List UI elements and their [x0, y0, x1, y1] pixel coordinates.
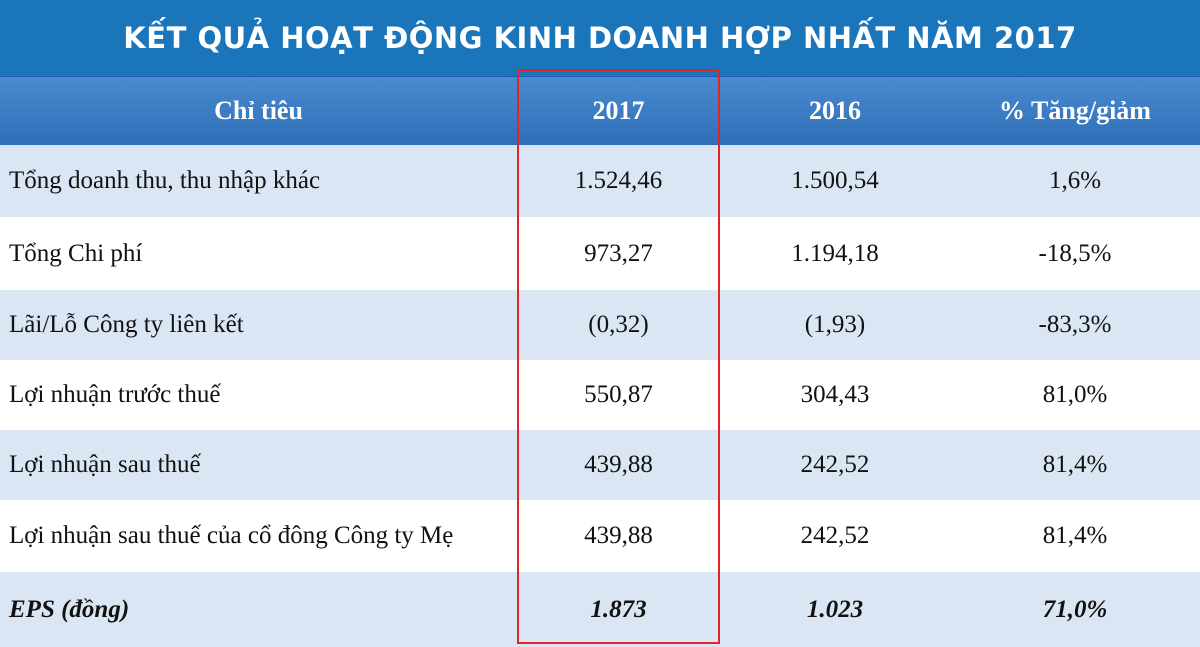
header-indicator: Chỉ tiêu	[214, 96, 303, 125]
table-row-eps: EPS (đồng) 1.873 1.023 71,0%	[0, 572, 1200, 647]
table-row: Lợi nhuận sau thuế 439,88 242,52 81,4%	[0, 430, 1200, 500]
value-2016: 242,52	[800, 451, 870, 478]
value-2016: (1,93)	[804, 311, 866, 338]
header-2016: 2016	[809, 96, 861, 125]
value-2017: (0,32)	[588, 311, 649, 338]
row-label: Tổng Chi phí	[9, 239, 143, 267]
value-change: -18,5%	[1038, 239, 1112, 267]
table-header-row: Chỉ tiêu 2017 2016 % Tăng/giảm	[0, 76, 1200, 145]
table-row: Tổng Chi phí 973,27 1.194,18 -18,5%	[0, 217, 1200, 290]
value-2016: 1.194,18	[791, 239, 879, 267]
table-title: KẾT QUẢ HOẠT ĐỘNG KINH DOANH HỢP NHẤT NĂ…	[123, 21, 1077, 55]
row-label: EPS (đồng)	[9, 595, 130, 623]
value-2017: 973,27	[584, 239, 653, 267]
row-label: Lãi/Lỗ Công ty liên kết	[9, 311, 244, 338]
table-row: Lợi nhuận trước thuế 550,87 304,43 81,0%	[0, 360, 1200, 430]
value-2017: 1.873	[590, 595, 647, 623]
value-2016: 242,52	[800, 522, 870, 549]
value-2017: 439,88	[584, 522, 653, 549]
value-2016: 1.500,54	[791, 167, 879, 194]
value-2017: 439,88	[584, 451, 653, 478]
value-change: 1,6%	[1048, 167, 1102, 194]
value-2016: 304,43	[800, 381, 870, 408]
table-row: Lợi nhuận sau thuế của cổ đông Công ty M…	[0, 500, 1200, 572]
header-2017: 2017	[592, 96, 645, 125]
row-label: Lợi nhuận trước thuế	[9, 381, 221, 408]
row-label: Tổng doanh thu, thu nhập khác	[9, 167, 321, 194]
table-row: Lãi/Lỗ Công ty liên kết (0,32) (1,93) -8…	[0, 290, 1200, 360]
value-change: 71,0%	[1042, 595, 1108, 623]
value-2017: 1.524,46	[574, 167, 663, 194]
value-change: 81,4%	[1042, 522, 1108, 549]
results-table: Chỉ tiêu 2017 2016 % Tăng/giảm Tổng doan…	[0, 76, 1200, 647]
value-change: 81,0%	[1042, 381, 1108, 408]
row-label: Lợi nhuận sau thuế của cổ đông Công ty M…	[9, 522, 454, 549]
value-2017: 550,87	[584, 381, 653, 408]
value-change: -83,3%	[1038, 311, 1112, 338]
header-change: % Tăng/giảm	[999, 96, 1151, 125]
row-label: Lợi nhuận sau thuế	[9, 451, 201, 478]
title-bar: KẾT QUẢ HOẠT ĐỘNG KINH DOANH HỢP NHẤT NĂ…	[0, 0, 1200, 76]
value-change: 81,4%	[1042, 451, 1108, 478]
table-row: Tổng doanh thu, thu nhập khác 1.524,46 1…	[0, 145, 1200, 217]
value-2016: 1.023	[806, 595, 864, 623]
